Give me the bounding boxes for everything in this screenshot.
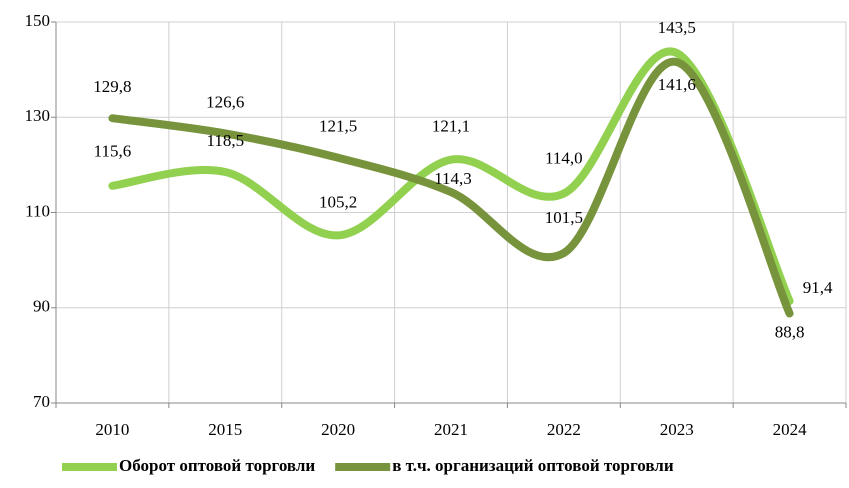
data-label: 118,5 bbox=[206, 131, 244, 150]
series-line bbox=[108, 57, 794, 318]
data-label: 105,2 bbox=[319, 192, 357, 211]
legend-label: в т.ч. организаций оптовой торговли bbox=[392, 456, 674, 475]
x-tick-label: 2015 bbox=[208, 420, 242, 439]
legend-label: Оборот оптовой торговли bbox=[119, 456, 315, 475]
data-label: 114,0 bbox=[545, 148, 583, 167]
data-label: 121,5 bbox=[319, 117, 357, 136]
y-tick-label: 130 bbox=[25, 106, 51, 125]
series-line bbox=[108, 47, 794, 306]
x-tick-label: 2022 bbox=[547, 420, 581, 439]
data-label: 129,8 bbox=[93, 77, 131, 96]
data-label: 141,6 bbox=[658, 75, 696, 94]
y-tick-label: 110 bbox=[25, 201, 50, 220]
data-label: 121,1 bbox=[432, 117, 470, 136]
x-tick-label: 2010 bbox=[95, 420, 129, 439]
data-label: 114,3 bbox=[434, 169, 472, 188]
x-tick-label: 2023 bbox=[660, 420, 694, 439]
y-tick-label: 90 bbox=[33, 297, 50, 316]
x-tick-label: 2024 bbox=[773, 420, 808, 439]
x-tick-label: 2021 bbox=[434, 420, 468, 439]
y-tick-label: 70 bbox=[33, 392, 50, 411]
data-label: 115,6 bbox=[94, 142, 132, 161]
data-label: 126,6 bbox=[206, 92, 244, 111]
data-label: 101,5 bbox=[545, 208, 583, 227]
data-label: 143,5 bbox=[658, 18, 696, 37]
x-tick-label: 2020 bbox=[321, 420, 355, 439]
data-label: 91,4 bbox=[803, 278, 833, 297]
y-tick-label: 150 bbox=[25, 11, 51, 30]
data-label: 88,8 bbox=[775, 322, 805, 341]
